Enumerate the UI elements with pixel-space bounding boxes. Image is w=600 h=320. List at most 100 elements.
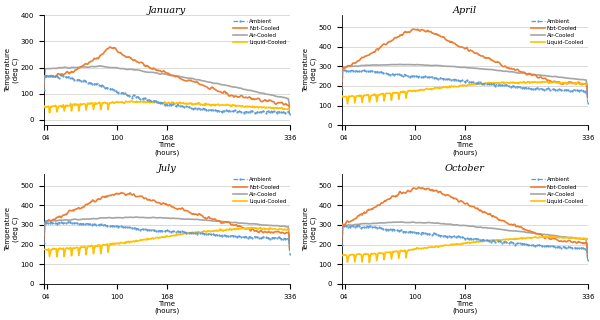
Line: Not-Cooled: Not-Cooled bbox=[44, 193, 290, 250]
Y-axis label: Temperature
(deg C): Temperature (deg C) bbox=[5, 207, 19, 251]
Not-Cooled bbox=[415, 185, 422, 189]
Not-Cooled bbox=[229, 223, 236, 227]
Not-Cooled bbox=[176, 207, 184, 211]
Line: Not-Cooled: Not-Cooled bbox=[341, 29, 587, 97]
Liquid-Cooled bbox=[343, 95, 350, 99]
Liquid-Cooled bbox=[40, 248, 47, 252]
Title: January: January bbox=[148, 5, 186, 14]
Ambient bbox=[415, 231, 422, 235]
Ambient bbox=[176, 104, 184, 108]
Not-Cooled bbox=[236, 94, 244, 98]
Liquid-Cooled bbox=[338, 254, 345, 258]
Liquid-Cooled bbox=[535, 80, 542, 84]
Liquid-Cooled bbox=[229, 103, 236, 107]
Liquid-Cooled bbox=[343, 253, 350, 257]
Legend: Ambient, Not-Cooled, Air-Cooled, Liquid-Cooled: Ambient, Not-Cooled, Air-Cooled, Liquid-… bbox=[232, 18, 287, 46]
Air-Cooled bbox=[398, 220, 405, 224]
Not-Cooled bbox=[584, 255, 591, 259]
Title: July: July bbox=[157, 164, 176, 173]
Not-Cooled bbox=[40, 88, 47, 92]
Ambient bbox=[415, 75, 422, 78]
Y-axis label: Temperature
(deg C): Temperature (deg C) bbox=[304, 207, 317, 251]
Air-Cooled bbox=[229, 221, 236, 225]
Line: Liquid-Cooled: Liquid-Cooled bbox=[44, 101, 290, 113]
Air-Cooled bbox=[176, 75, 184, 78]
Liquid-Cooled bbox=[415, 247, 422, 251]
Ambient bbox=[339, 68, 346, 72]
Liquid-Cooled bbox=[534, 236, 541, 240]
Not-Cooled bbox=[414, 186, 421, 190]
Air-Cooled bbox=[343, 65, 350, 69]
Y-axis label: Temperature
(deg C): Temperature (deg C) bbox=[304, 48, 317, 92]
Not-Cooled bbox=[534, 232, 541, 236]
Not-Cooled bbox=[338, 86, 345, 90]
Ambient bbox=[526, 244, 533, 247]
Not-Cooled bbox=[532, 73, 539, 76]
Air-Cooled bbox=[338, 88, 345, 92]
Liquid-Cooled bbox=[46, 111, 53, 115]
X-axis label: Time
(hours): Time (hours) bbox=[154, 301, 179, 315]
Ambient bbox=[117, 91, 124, 95]
Line: Ambient: Ambient bbox=[341, 224, 589, 261]
Not-Cooled bbox=[117, 51, 124, 54]
Air-Cooled bbox=[338, 247, 345, 251]
Not-Cooled bbox=[229, 93, 236, 97]
Not-Cooled bbox=[107, 45, 114, 49]
Legend: Ambient, Not-Cooled, Air-Cooled, Liquid-Cooled: Ambient, Not-Cooled, Air-Cooled, Liquid-… bbox=[232, 177, 287, 204]
Ambient bbox=[584, 259, 591, 262]
Title: April: April bbox=[452, 5, 477, 14]
Ambient bbox=[45, 221, 52, 225]
Ambient bbox=[233, 110, 241, 114]
Air-Cooled bbox=[584, 255, 591, 259]
Liquid-Cooled bbox=[234, 104, 241, 108]
Ambient bbox=[355, 223, 362, 227]
Air-Cooled bbox=[233, 86, 241, 90]
Liquid-Cooled bbox=[247, 226, 254, 229]
Ambient bbox=[176, 230, 184, 234]
Air-Cooled bbox=[526, 231, 533, 235]
Ambient bbox=[338, 243, 345, 247]
Not-Cooled bbox=[233, 95, 241, 99]
Line: Air-Cooled: Air-Cooled bbox=[44, 66, 290, 107]
Ambient bbox=[236, 110, 244, 114]
Line: Liquid-Cooled: Liquid-Cooled bbox=[341, 236, 587, 262]
Air-Cooled bbox=[40, 244, 47, 248]
Ambient bbox=[344, 69, 351, 73]
Air-Cooled bbox=[116, 216, 124, 220]
Not-Cooled bbox=[343, 220, 350, 223]
Air-Cooled bbox=[97, 64, 104, 68]
Not-Cooled bbox=[410, 27, 417, 31]
Legend: Ambient, Not-Cooled, Air-Cooled, Liquid-Cooled: Ambient, Not-Cooled, Air-Cooled, Liquid-… bbox=[530, 18, 585, 46]
Liquid-Cooled bbox=[415, 89, 422, 93]
Air-Cooled bbox=[415, 63, 422, 67]
Liquid-Cooled bbox=[237, 104, 244, 108]
Line: Ambient: Ambient bbox=[43, 221, 290, 254]
Liquid-Cooled bbox=[584, 237, 591, 241]
Liquid-Cooled bbox=[344, 102, 351, 106]
Air-Cooled bbox=[534, 73, 541, 77]
Ambient bbox=[286, 252, 293, 256]
Air-Cooled bbox=[45, 67, 52, 70]
Air-Cooled bbox=[286, 105, 293, 109]
Liquid-Cooled bbox=[526, 236, 533, 240]
Liquid-Cooled bbox=[236, 227, 244, 230]
Not-Cooled bbox=[343, 65, 350, 68]
Ambient bbox=[286, 112, 293, 116]
Air-Cooled bbox=[117, 67, 124, 71]
Liquid-Cooled bbox=[40, 106, 47, 109]
Ambient bbox=[532, 87, 539, 91]
Not-Cooled bbox=[526, 229, 533, 233]
Not-Cooled bbox=[176, 76, 184, 80]
Liquid-Cooled bbox=[45, 104, 52, 108]
Not-Cooled bbox=[584, 95, 591, 99]
Liquid-Cooled bbox=[584, 82, 591, 86]
Liquid-Cooled bbox=[286, 228, 293, 232]
Line: Liquid-Cooled: Liquid-Cooled bbox=[44, 228, 290, 257]
Line: Air-Cooled: Air-Cooled bbox=[341, 222, 587, 257]
Ambient bbox=[343, 224, 350, 228]
Not-Cooled bbox=[534, 76, 541, 80]
Line: Not-Cooled: Not-Cooled bbox=[341, 187, 587, 257]
Air-Cooled bbox=[236, 86, 244, 90]
Not-Cooled bbox=[233, 224, 241, 228]
Not-Cooled bbox=[338, 242, 345, 246]
